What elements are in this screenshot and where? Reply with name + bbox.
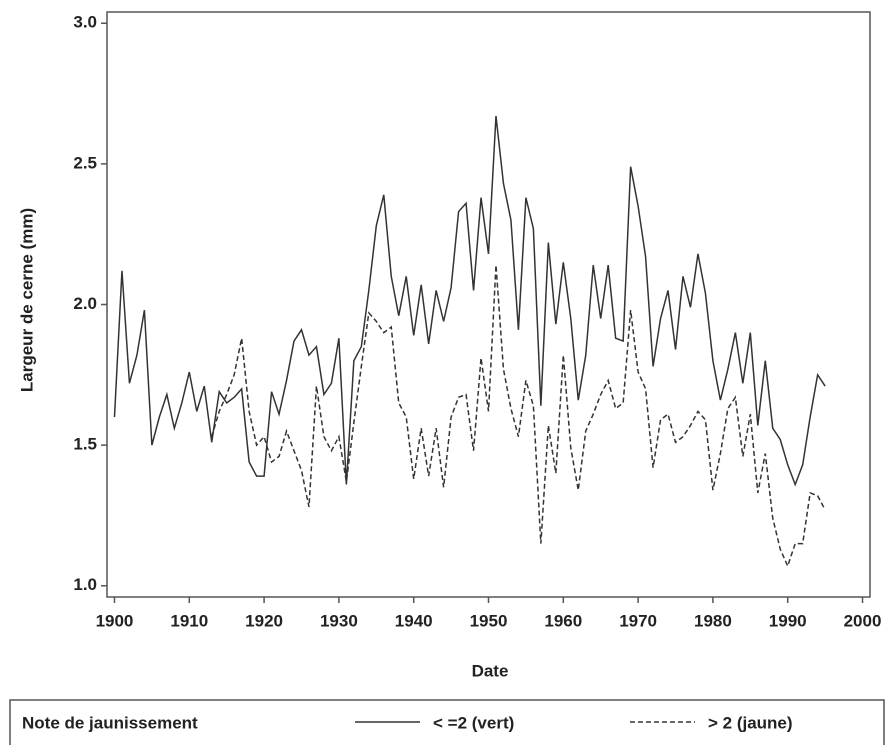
legend-title: Note de jaunissement (22, 713, 198, 732)
y-tick-label: 2.0 (73, 294, 97, 313)
x-tick-label: 1920 (245, 611, 283, 630)
legend-label: < =2 (vert) (433, 713, 514, 732)
x-tick-label: 1910 (170, 611, 208, 630)
y-tick-label: 3.0 (73, 13, 97, 32)
y-tick-label: 1.0 (73, 575, 97, 594)
x-tick-label: 2000 (844, 611, 882, 630)
series-line (211, 265, 826, 569)
y-tick-label: 2.5 (73, 153, 97, 172)
y-tick-label: 1.5 (73, 435, 97, 454)
x-tick-label: 1970 (619, 611, 657, 630)
x-tick-label: 1930 (320, 611, 358, 630)
x-tick-label: 1990 (769, 611, 807, 630)
x-axis-title: Date (472, 661, 509, 680)
legend-label: > 2 (jaune) (708, 713, 793, 732)
x-tick-label: 1960 (544, 611, 582, 630)
legend-box (9, 699, 885, 745)
x-tick-label: 1940 (395, 611, 433, 630)
x-tick-label: 1900 (96, 611, 134, 630)
y-axis-title: Largeur de cerne (mm) (17, 208, 36, 392)
x-tick-label: 1950 (470, 611, 508, 630)
x-tick-label: 1980 (694, 611, 732, 630)
plot-frame (106, 11, 871, 598)
series-line (113, 115, 826, 487)
